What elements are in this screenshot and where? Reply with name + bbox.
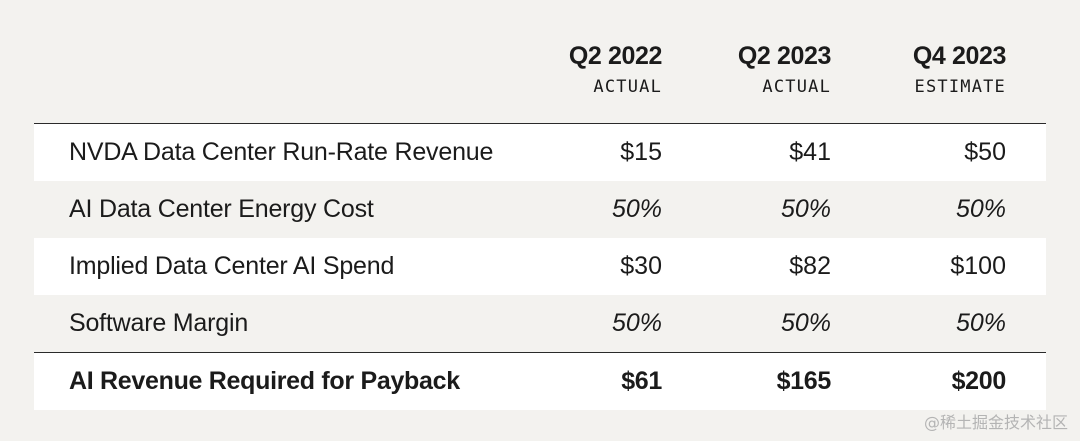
column-period: Q4 2023 [912,42,1007,70]
row-label: AI Revenue Required for Payback [69,367,460,395]
table-row: Software Margin 50% 50% 50% [34,295,1046,352]
table-cell: 50% [955,195,1006,223]
column-kind: ACTUAL [593,77,662,97]
table-cell: $100 [950,252,1006,280]
table-cell: 50% [780,195,831,223]
row-label: Implied Data Center AI Spend [69,252,395,280]
table-row: NVDA Data Center Run-Rate Revenue $15 $4… [34,124,1046,181]
table-cell: 50% [955,309,1006,337]
column-kind: ESTIMATE [914,77,1006,97]
table-cell: $61 [621,367,662,395]
table-cell: $41 [789,138,831,166]
column-period: Q2 2023 [737,42,832,70]
column-kind: ACTUAL [762,77,831,97]
table-row-total: AI Revenue Required for Payback $61 $165… [34,353,1046,410]
row-label: NVDA Data Center Run-Rate Revenue [69,138,494,166]
table-cell: $165 [776,367,832,395]
table-cell: $82 [789,252,831,280]
table-cell: $50 [964,138,1006,166]
column-header-q2-2022: Q2 2022 ACTUAL [568,40,663,98]
table-cell: $15 [620,138,662,166]
column-header-q2-2023: Q2 2023 ACTUAL [737,40,832,98]
payback-table: Q2 2022 ACTUAL Q2 2023 ACTUAL Q4 2023 ES… [34,0,1046,410]
table-cell: 50% [611,309,662,337]
header-divider [34,123,1046,124]
column-period: Q2 2022 [568,42,663,70]
table-cell: $30 [620,252,662,280]
table-cell: $200 [951,367,1007,395]
row-label: Software Margin [69,309,249,337]
table-header: Q2 2022 ACTUAL Q2 2023 ACTUAL Q4 2023 ES… [34,0,1046,123]
table-row: Implied Data Center AI Spend $30 $82 $10… [34,238,1046,295]
watermark-text: @稀土掘金技术社区 [923,413,1068,432]
table-cell: 50% [780,309,831,337]
total-divider [34,352,1046,353]
table-cell: 50% [611,195,662,223]
table-row: AI Data Center Energy Cost 50% 50% 50% [34,181,1046,238]
column-header-q4-2023: Q4 2023 ESTIMATE [912,40,1007,98]
row-label: AI Data Center Energy Cost [69,195,374,223]
